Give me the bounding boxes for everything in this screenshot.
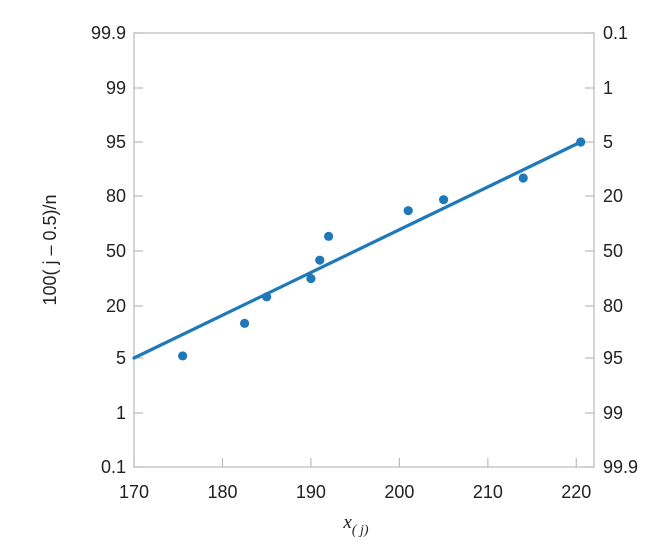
y-tick-label-left: 20	[106, 296, 126, 316]
x-tick-label: 190	[296, 482, 326, 502]
x-tick-label: 180	[207, 482, 237, 502]
y-tick-label-right: 80	[603, 296, 623, 316]
x-tick-label: 170	[119, 482, 149, 502]
x-tick-label: 200	[384, 482, 414, 502]
x-axis-ticks: 170 180 190 200 210 220	[119, 458, 591, 502]
y-tick-label-left: 50	[106, 241, 126, 261]
x-axis-title: x( j)	[342, 512, 368, 538]
y-axis-ticks: 99.9 99 95 80 50 20 5 1 0.1 0.1 1 5 20 50 80 95 99 99.9	[91, 23, 638, 477]
data-point	[439, 195, 449, 205]
x-axis-title-subscript: ( j)	[352, 523, 369, 538]
plot-frame	[133, 32, 595, 468]
y-axis-title: 100( j – 0.5)/n	[40, 194, 60, 305]
y-tick-label-right: 5	[603, 132, 613, 152]
y-tick-label-right: 99.9	[603, 457, 638, 477]
y-tick-label-right: 50	[603, 241, 623, 261]
y-tick-label-right: 99	[603, 403, 623, 423]
y-tick-label-right: 20	[603, 186, 623, 206]
y-tick-label-left: 99.9	[91, 23, 126, 43]
fit-line	[132, 140, 583, 360]
y-tick-label-left: 1	[116, 403, 126, 423]
y-tick-label-right: 0.1	[603, 23, 628, 43]
data-point	[262, 292, 272, 302]
y-tick-label-left: 0.1	[101, 457, 126, 477]
y-tick-label-left: 5	[116, 348, 126, 368]
plot-area-border	[133, 32, 595, 468]
y-tick-label-left: 95	[106, 132, 126, 152]
fit-line-group	[132, 140, 583, 360]
data-point	[315, 255, 325, 265]
data-point	[306, 273, 316, 284]
x-tick-label: 210	[473, 482, 503, 502]
y-tick-label-right: 95	[603, 348, 623, 368]
x-tick-label: 220	[561, 482, 591, 502]
data-point	[403, 206, 413, 216]
y-tick-label-left: 80	[106, 186, 126, 206]
data-point	[324, 231, 334, 241]
data-points	[178, 137, 586, 361]
data-point	[518, 173, 528, 183]
data-point	[239, 318, 250, 328]
y-tick-label-right: 1	[603, 78, 613, 98]
x-axis-title-main: x	[342, 512, 352, 533]
y-tick-label-left: 99	[106, 78, 126, 98]
data-point	[178, 351, 188, 361]
data-point	[576, 137, 586, 147]
